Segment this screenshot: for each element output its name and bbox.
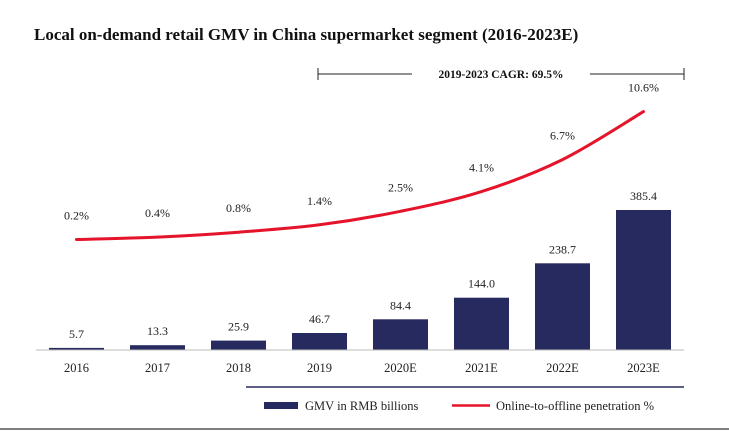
legend-swatch-gmv [264,402,298,409]
x-tick-label: 2016 [64,361,89,375]
bar-value-label: 5.7 [69,327,84,341]
penetration-line [75,110,645,241]
x-tick-label: 2019 [307,361,332,375]
bar-2020E [373,319,428,350]
x-tick-label: 2018 [226,361,251,375]
penetration-value-labels: 0.2% 0.4% 0.8% 1.4% 2.5% 4.1% 6.7% 10.6% [64,81,659,223]
bar-2023E [616,210,671,350]
legend-label-gmv: GMV in RMB billions [305,399,418,413]
bar-2017 [130,345,185,350]
penetration-value-label: 0.4% [145,206,170,220]
bar-value-label: 84.4 [390,298,411,312]
penetration-value-label: 0.8% [226,201,251,215]
penetration-value-label: 6.7% [550,129,575,143]
penetration-value-label: 1.4% [307,194,332,208]
bar-value-label: 144.0 [468,277,495,291]
x-tick-label: 2023E [627,361,660,375]
x-tick-label: 2017 [145,361,170,375]
bar-value-labels: 5.7 13.3 25.9 46.7 84.4 144.0 238.7 385.4 [69,189,657,341]
x-axis-tick-labels: 2016 2017 2018 2019 2020E 2021E 2022E 2023E [64,361,660,375]
x-tick-label: 2022E [546,361,579,375]
chart-title: Local on-demand retail GMV in China supe… [34,25,578,44]
penetration-value-label: 0.2% [64,209,89,223]
cagr-label: 2019-2023 CAGR: 69.5% [439,69,564,81]
bar-value-label: 13.3 [147,324,168,338]
bar-series [49,210,671,350]
bar-2022E [535,263,590,350]
cagr-annotation: 2019-2023 CAGR: 69.5% [317,68,685,81]
bar-value-label: 25.9 [228,320,249,334]
bar-value-label: 46.7 [309,312,330,326]
legend-label-penetration: Online-to-offline penetration % [496,399,654,413]
penetration-value-label: 2.5% [388,180,413,194]
bar-2019 [292,333,347,350]
x-tick-label: 2021E [465,361,498,375]
penetration-value-label: 4.1% [469,161,494,175]
bar-2018 [211,340,266,350]
bar-2016 [49,347,104,350]
bar-value-label: 238.7 [549,242,576,256]
penetration-value-label: 10.6% [628,81,659,95]
bar-value-label: 385.4 [630,189,657,203]
bar-2021E [454,297,509,350]
legend: GMV in RMB billions Online-to-offline pe… [264,399,654,413]
x-tick-label: 2020E [384,361,417,375]
